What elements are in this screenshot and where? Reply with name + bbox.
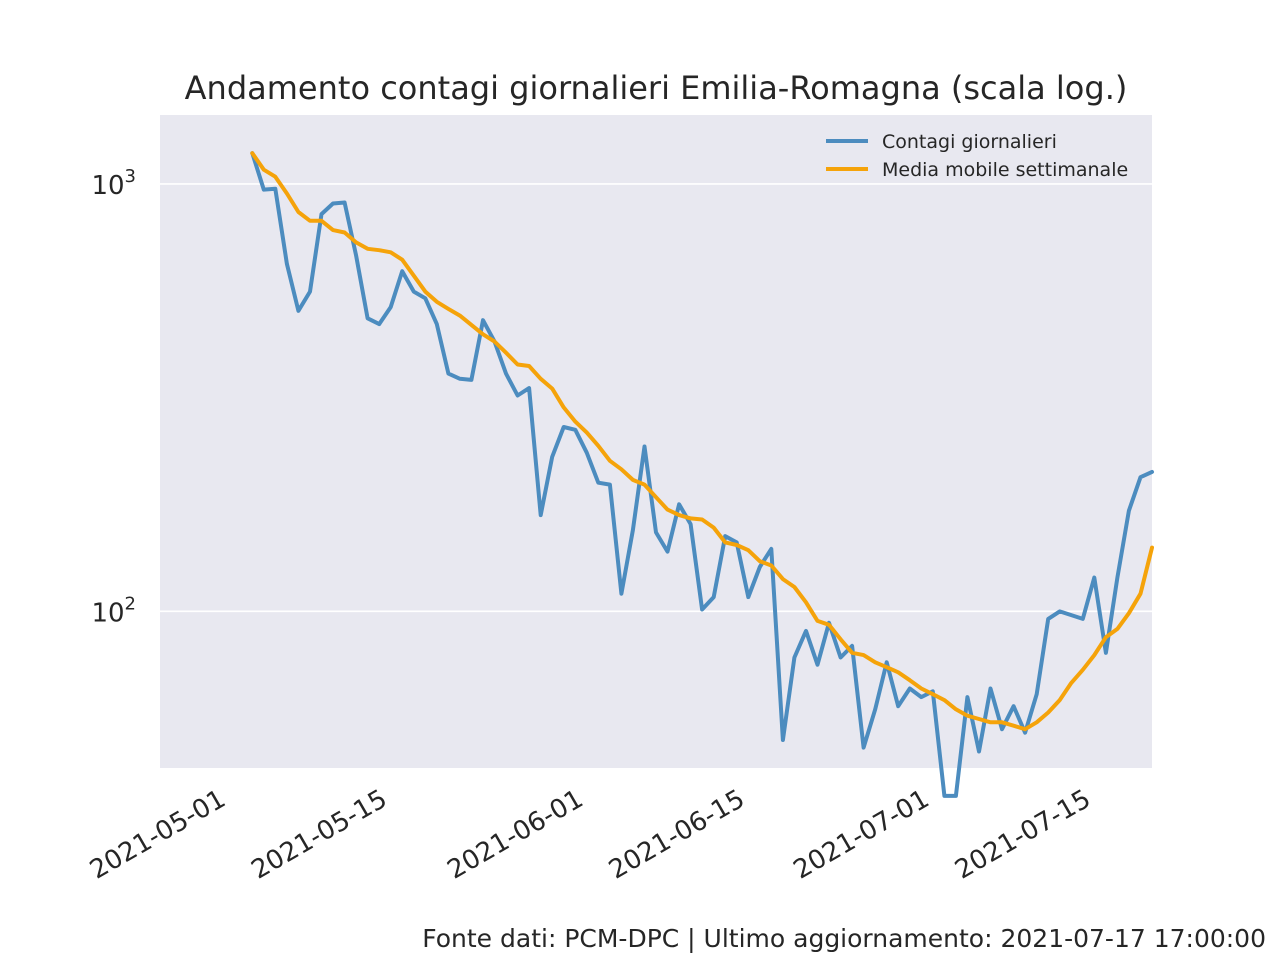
y-tick-label: 103 (91, 166, 136, 201)
grid-lines (160, 183, 1152, 613)
y-tick-exponent: 3 (125, 166, 136, 187)
legend-label: Contagi giornalieri (882, 131, 1057, 153)
data-source-note: Fonte dati: PCM-DPC | Ultimo aggiornamen… (422, 924, 1266, 953)
series-line-contagi-giornalieri (250, 151, 1154, 798)
series-layer (250, 151, 1154, 798)
x-tick-label: 2021-05-15 (246, 784, 392, 886)
plot-area (160, 115, 1152, 768)
y-tick-base: 10 (91, 598, 124, 628)
y-tick-label: 102 (91, 593, 136, 628)
x-axis: 2021-05-01 2021-05-15 2021-06-01 2021-06-15… (85, 784, 1096, 886)
legend: Contagi giornalieri Media mobile settiman… (826, 131, 1128, 181)
series-line-media-mobile (250, 151, 1154, 732)
x-tick-label: 2021-05-01 (85, 784, 231, 886)
x-tick-label: 2021-07-15 (950, 784, 1096, 886)
y-tick-base: 10 (91, 171, 124, 201)
chart-title: Andamento contagi giornalieri Emilia-Rom… (185, 69, 1128, 107)
x-tick-label: 2021-07-01 (789, 784, 935, 886)
x-tick-label: 2021-06-15 (604, 784, 750, 886)
x-tick-label: 2021-06-01 (443, 784, 589, 886)
y-tick-exponent: 2 (125, 593, 136, 614)
legend-label: Media mobile settimanale (882, 159, 1128, 181)
